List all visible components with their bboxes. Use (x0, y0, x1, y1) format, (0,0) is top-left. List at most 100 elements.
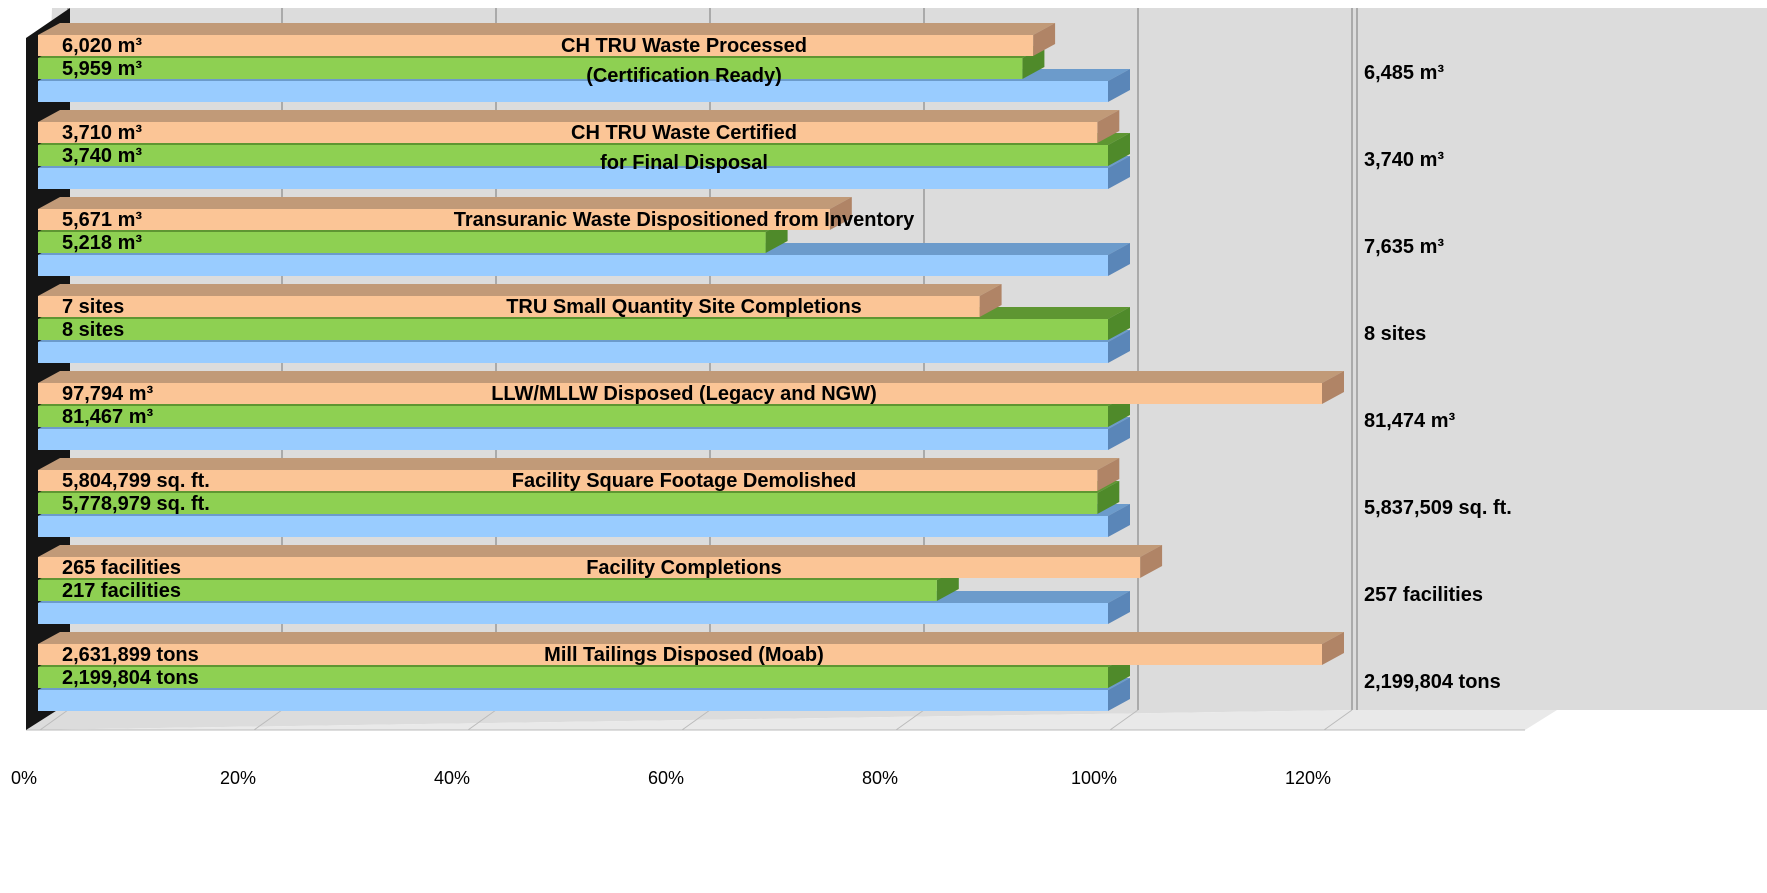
target-label: 257 facilities (1364, 584, 1483, 606)
x-tick-label: 120% (1285, 768, 1331, 788)
category-title: CH TRU Waste Certified (571, 122, 797, 144)
bar (38, 383, 1322, 404)
bar (38, 580, 937, 601)
bar-top (38, 545, 1163, 557)
bar-side (1108, 678, 1130, 711)
bar-top (38, 23, 1056, 35)
bar-side (1097, 458, 1120, 491)
bar-value-label: 3,740 m³ (62, 145, 142, 167)
bar (38, 342, 1108, 363)
bar-side (1108, 591, 1130, 624)
target-label: 7,635 m³ (1364, 236, 1444, 258)
bar-value-label: 5,959 m³ (62, 58, 142, 80)
category-title: CH TRU Waste Processed (561, 35, 807, 57)
bar-value-label: 5,671 m³ (62, 209, 142, 231)
bar (38, 644, 1322, 665)
bar-side (1108, 330, 1130, 363)
bar-top (38, 284, 1002, 296)
category-title: for Final Disposal (600, 152, 768, 174)
floor-gridline (1109, 709, 1139, 731)
bar (38, 145, 1108, 166)
bar-top (38, 371, 1344, 383)
bar-side (829, 197, 852, 230)
category-title: Facility Square Footage Demolished (512, 470, 857, 492)
bar (38, 493, 1098, 514)
plot-floor (26, 710, 1557, 730)
bar-top (38, 632, 1344, 644)
bar-side (1322, 632, 1344, 665)
target-label: 6,485 m³ (1364, 62, 1444, 84)
bar-top (38, 197, 852, 209)
bar (38, 406, 1108, 427)
floor-gridline (39, 709, 69, 731)
bar (38, 690, 1108, 711)
floor-gridline (1323, 709, 1353, 731)
bar (38, 122, 1098, 143)
bar (38, 319, 1108, 340)
bar-top (38, 458, 1120, 470)
bar (38, 168, 1108, 189)
bar-value-label: 5,218 m³ (62, 232, 142, 254)
bar-top (38, 110, 1120, 122)
category-title: TRU Small Quantity Site Completions (506, 296, 862, 318)
category-title: Transuranic Waste Dispositioned from Inv… (454, 209, 915, 231)
x-tick-label: 20% (220, 768, 256, 788)
category-title: LLW/MLLW Disposed (Legacy and NGW) (491, 383, 877, 405)
bar (38, 255, 1108, 276)
x-tick-label: 0% (11, 768, 37, 788)
bar (38, 557, 1141, 578)
bar-side (1108, 156, 1130, 189)
bar-side (1108, 243, 1130, 276)
bar-value-label: 5,778,979 sq. ft. (62, 493, 210, 515)
target-label: 5,837,509 sq. ft. (1364, 497, 1512, 519)
bar (38, 429, 1108, 450)
bar-value-label: 7 sites (62, 296, 124, 318)
bar-value-label: 2,199,804 tons (62, 667, 199, 689)
category-title: (Certification Ready) (586, 65, 782, 87)
category-title: Mill Tailings Disposed (Moab) (544, 644, 824, 666)
bar-side (1108, 69, 1130, 102)
bar-value-label: 97,794 m³ (62, 383, 154, 405)
floor-gridline (253, 709, 283, 731)
floor-gridline (467, 709, 497, 731)
bar (38, 209, 830, 230)
bar-value-label: 265 facilities (62, 557, 181, 579)
x-tick-label: 60% (648, 768, 684, 788)
bar-side (1108, 133, 1130, 166)
floor-gridline (895, 709, 925, 731)
bar (38, 35, 1034, 56)
bar-value-label: 2,631,899 tons (62, 644, 199, 666)
bar (38, 667, 1108, 688)
bar (38, 470, 1098, 491)
target-label: 8 sites (1364, 323, 1426, 345)
bar-side (1108, 504, 1130, 537)
bar (38, 296, 980, 317)
bar-side (1140, 545, 1163, 578)
x-tick-label: 80% (862, 768, 898, 788)
bar (38, 516, 1108, 537)
bar-value-label: 6,020 m³ (62, 35, 142, 57)
bar-side (1322, 371, 1344, 404)
x-tick-label: 40% (434, 768, 470, 788)
bar (38, 232, 766, 253)
bar (38, 81, 1108, 102)
floor-gridline (681, 709, 711, 731)
bar-side (1022, 46, 1045, 79)
target-label: 3,740 m³ (1364, 149, 1444, 171)
bar-value-label: 81,467 m³ (62, 406, 154, 428)
bar-value-label: 3,710 m³ (62, 122, 142, 144)
category-title: Facility Completions (586, 557, 782, 579)
bar-side (1097, 110, 1120, 143)
bar-value-label: 8 sites (62, 319, 124, 341)
bar-side (1097, 481, 1120, 514)
bar (38, 58, 1023, 79)
bar-value-label: 5,804,799 sq. ft. (62, 470, 210, 492)
bar-value-label: 217 facilities (62, 580, 181, 602)
bar-side (1108, 307, 1130, 340)
x-tick-label: 100% (1071, 768, 1117, 788)
bar (38, 603, 1108, 624)
bar-side (1108, 417, 1130, 450)
bar-side (979, 284, 1002, 317)
